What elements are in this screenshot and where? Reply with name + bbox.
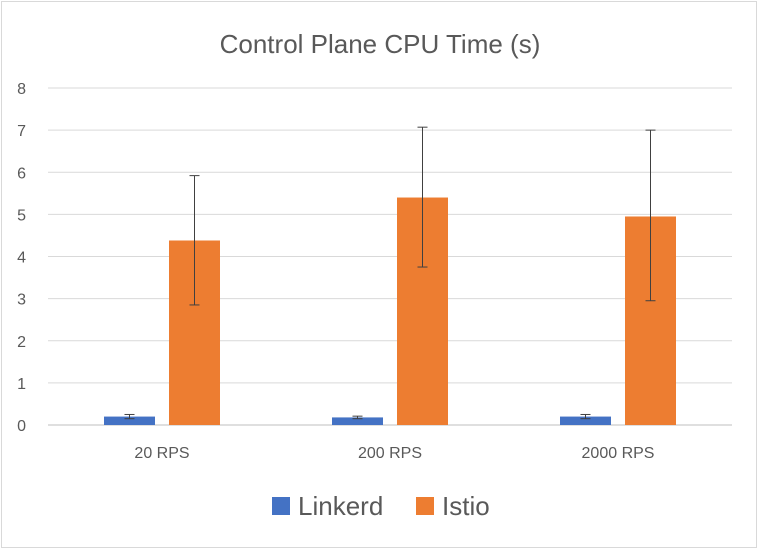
y-tick-label: 4 bbox=[17, 250, 26, 267]
legend-swatch-linkerd bbox=[272, 497, 290, 515]
error-bars bbox=[124, 126, 656, 420]
y-tick-label: 2 bbox=[17, 334, 26, 351]
y-tick-label: 0 bbox=[17, 418, 26, 435]
bar-linkerd-0 bbox=[104, 416, 155, 425]
y-tick-label: 1 bbox=[17, 376, 26, 393]
bars bbox=[104, 197, 676, 425]
y-axis-ticks: 0 1 2 3 4 5 6 7 8 bbox=[17, 81, 26, 435]
y-tick-label: 3 bbox=[17, 292, 26, 309]
y-tick-label: 8 bbox=[17, 81, 26, 98]
x-tick-label: 200 RPS bbox=[358, 445, 422, 462]
legend: Linkerd Istio bbox=[272, 491, 490, 521]
bar-linkerd-2 bbox=[560, 416, 611, 425]
y-tick-label: 6 bbox=[17, 165, 26, 182]
chart-title: Control Plane CPU Time (s) bbox=[220, 29, 541, 59]
legend-label-linkerd: Linkerd bbox=[298, 491, 383, 521]
y-tick-label: 5 bbox=[17, 207, 26, 224]
x-axis-ticks: 20 RPS 200 RPS 2000 RPS bbox=[134, 445, 654, 462]
gridlines bbox=[48, 87, 732, 426]
bar-linkerd-1 bbox=[332, 417, 383, 425]
x-tick-label: 20 RPS bbox=[134, 445, 189, 462]
legend-label-istio: Istio bbox=[442, 491, 490, 521]
y-tick-label: 7 bbox=[17, 123, 26, 140]
x-tick-label: 2000 RPS bbox=[582, 445, 655, 462]
legend-swatch-istio bbox=[416, 497, 434, 515]
